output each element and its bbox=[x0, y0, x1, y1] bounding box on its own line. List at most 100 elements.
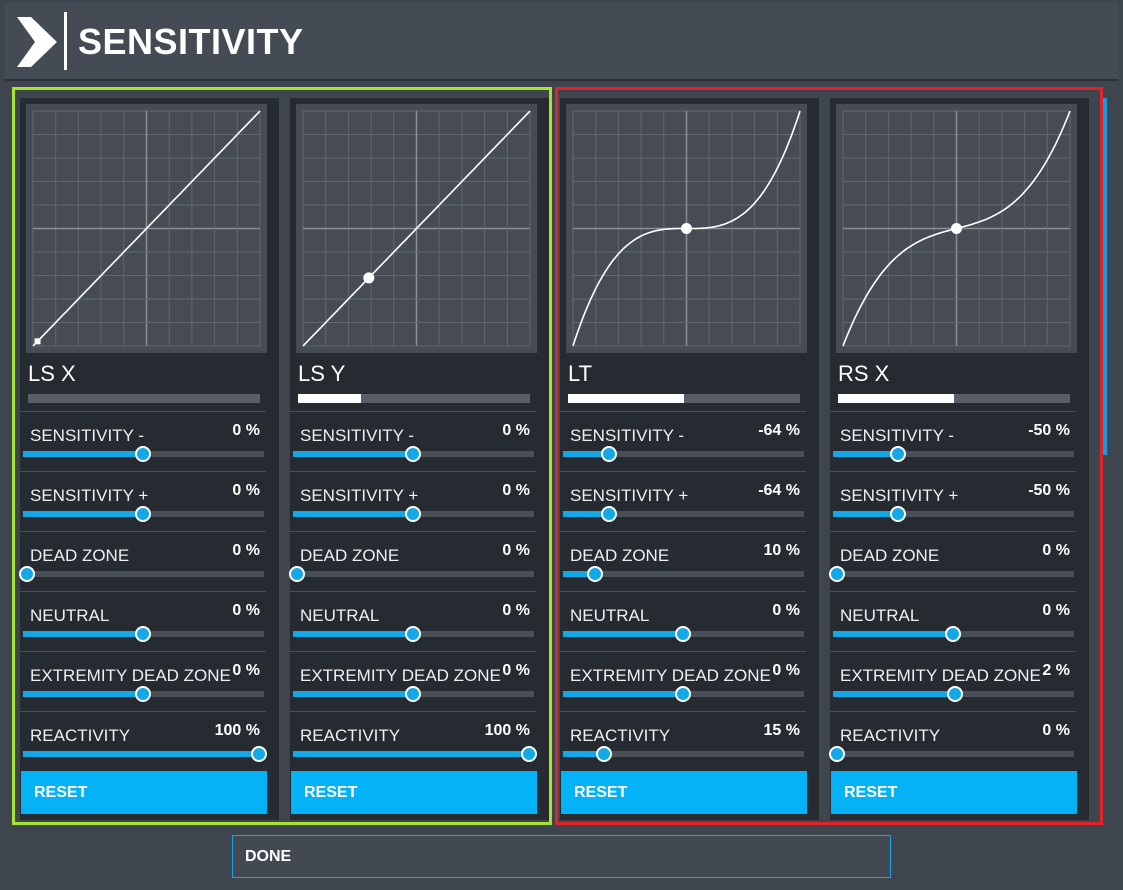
setting-value: 0 % bbox=[1042, 722, 1070, 739]
curve-marker bbox=[681, 223, 692, 234]
slider-thumb[interactable] bbox=[586, 566, 603, 582]
slider-track[interactable] bbox=[23, 686, 264, 702]
slider-thumb[interactable] bbox=[135, 506, 151, 522]
setting-value: 0 % bbox=[1042, 602, 1070, 619]
slider-thumb[interactable] bbox=[521, 746, 537, 762]
setting-label: EXTREMITY DEAD ZONE bbox=[840, 666, 1041, 685]
setting-sensitivity-plus: SENSITIVITY + -64 % bbox=[560, 471, 806, 532]
slider-fill bbox=[293, 631, 409, 637]
reset-button[interactable]: RESET bbox=[831, 771, 1077, 814]
setting-value: 100 % bbox=[214, 722, 260, 739]
slider-thumb[interactable] bbox=[947, 686, 964, 702]
done-button[interactable]: DONE bbox=[232, 835, 891, 878]
axis-card-rs-x: RS X SENSITIVITY - -50 % SENSITIVITY + -50 %… bbox=[829, 98, 1089, 820]
reset-button[interactable]: RESET bbox=[291, 771, 537, 814]
input-meter bbox=[298, 394, 530, 403]
slider-thumb[interactable] bbox=[600, 506, 617, 522]
slider-track[interactable] bbox=[563, 626, 804, 642]
slider-track[interactable] bbox=[293, 686, 534, 702]
slider-thumb[interactable] bbox=[405, 686, 421, 702]
slider-thumb[interactable] bbox=[890, 446, 907, 462]
slider-track[interactable] bbox=[833, 506, 1074, 522]
slider-track[interactable] bbox=[563, 446, 804, 462]
slider-thumb[interactable] bbox=[945, 626, 961, 642]
slider-fill bbox=[293, 511, 409, 517]
slider-thumb[interactable] bbox=[829, 566, 845, 582]
curve-plot bbox=[572, 110, 801, 347]
slider-thumb[interactable] bbox=[405, 506, 421, 522]
input-meter-fill bbox=[568, 394, 684, 403]
setting-value: 0 % bbox=[502, 602, 530, 619]
slider-track[interactable] bbox=[563, 566, 804, 582]
scrollbar[interactable] bbox=[1103, 98, 1107, 455]
setting-value: 0 % bbox=[772, 662, 800, 679]
slider-track[interactable] bbox=[563, 506, 804, 522]
input-meter-fill bbox=[298, 394, 361, 403]
slider-track[interactable] bbox=[833, 686, 1074, 702]
slider-track[interactable] bbox=[289, 566, 534, 582]
setting-dead-zone: DEAD ZONE 10 % bbox=[560, 531, 806, 592]
slider-thumb[interactable] bbox=[251, 746, 267, 762]
slider-fill bbox=[833, 511, 895, 517]
slider-thumb[interactable] bbox=[135, 686, 151, 702]
slider-track[interactable] bbox=[829, 566, 1074, 582]
slider-track[interactable] bbox=[23, 506, 264, 522]
response-curve-graph bbox=[566, 104, 807, 353]
slider-thumb[interactable] bbox=[289, 566, 305, 582]
setting-neutral: NEUTRAL 0 % bbox=[830, 591, 1076, 652]
slider-track[interactable] bbox=[23, 746, 267, 762]
slider-thumb[interactable] bbox=[890, 506, 907, 522]
slider-fill bbox=[563, 691, 679, 697]
axis-card-ls-x: LS X SENSITIVITY -0 % SENSITIVITY +0 % DEAD… bbox=[19, 98, 279, 820]
slider-track[interactable] bbox=[829, 746, 1074, 762]
setting-label: SENSITIVITY - bbox=[300, 426, 414, 445]
setting-label: SENSITIVITY + bbox=[570, 486, 689, 505]
slider-thumb[interactable] bbox=[405, 626, 421, 642]
slider-track[interactable] bbox=[293, 746, 537, 762]
setting-value: -64 % bbox=[758, 422, 800, 439]
slider-track[interactable] bbox=[563, 686, 804, 702]
right-controls-group bbox=[555, 87, 1103, 825]
setting-value: -50 % bbox=[1028, 482, 1070, 499]
slider-track[interactable] bbox=[293, 506, 534, 522]
slider-thumb[interactable] bbox=[600, 446, 617, 462]
setting-value: 0 % bbox=[502, 422, 530, 439]
slider-track[interactable] bbox=[833, 626, 1074, 642]
setting-label: SENSITIVITY - bbox=[840, 426, 954, 445]
slider-fill bbox=[563, 631, 679, 637]
slider-track[interactable] bbox=[833, 446, 1074, 462]
setting-reactivity: REACTIVITY 0 % bbox=[829, 711, 1076, 772]
slider-track[interactable] bbox=[293, 626, 534, 642]
slider-track[interactable] bbox=[563, 746, 804, 762]
slider-thumb[interactable] bbox=[135, 626, 151, 642]
setting-neutral: NEUTRAL 0 % bbox=[20, 591, 266, 652]
setting-sensitivity-minus: SENSITIVITY - 0 % bbox=[290, 411, 536, 472]
axis-label: LS Y bbox=[298, 361, 346, 386]
slider-fill bbox=[293, 751, 525, 757]
setting-label: EXTREMITY DEAD ZONE bbox=[570, 666, 771, 685]
slider-track[interactable] bbox=[23, 626, 264, 642]
slider-fill bbox=[23, 451, 139, 457]
reset-button[interactable]: RESET bbox=[561, 771, 807, 814]
slider-thumb[interactable] bbox=[405, 446, 421, 462]
setting-value: 0 % bbox=[232, 542, 260, 559]
setting-value: 0 % bbox=[232, 482, 260, 499]
slider-track[interactable] bbox=[19, 566, 264, 582]
response-curve bbox=[32, 110, 261, 347]
setting-value: 0 % bbox=[772, 602, 800, 619]
curve-plot bbox=[32, 110, 261, 347]
slider-thumb[interactable] bbox=[596, 746, 613, 762]
slider-thumb[interactable] bbox=[19, 566, 35, 582]
response-curve-graph bbox=[836, 104, 1077, 353]
axis-card-lt: LT SENSITIVITY - -64 % SENSITIVITY + -64 % DE… bbox=[560, 98, 819, 820]
setting-label: SENSITIVITY - bbox=[30, 426, 144, 445]
slider-track[interactable] bbox=[293, 446, 534, 462]
slider-thumb[interactable] bbox=[675, 686, 691, 702]
slider-thumb[interactable] bbox=[135, 446, 151, 462]
setting-sensitivity-plus: SENSITIVITY + 0 % bbox=[20, 471, 266, 532]
slider-track[interactable] bbox=[23, 446, 264, 462]
setting-label: DEAD ZONE bbox=[300, 546, 400, 565]
slider-thumb[interactable] bbox=[829, 746, 845, 762]
reset-button[interactable]: RESET bbox=[21, 771, 267, 814]
slider-thumb[interactable] bbox=[675, 626, 691, 642]
